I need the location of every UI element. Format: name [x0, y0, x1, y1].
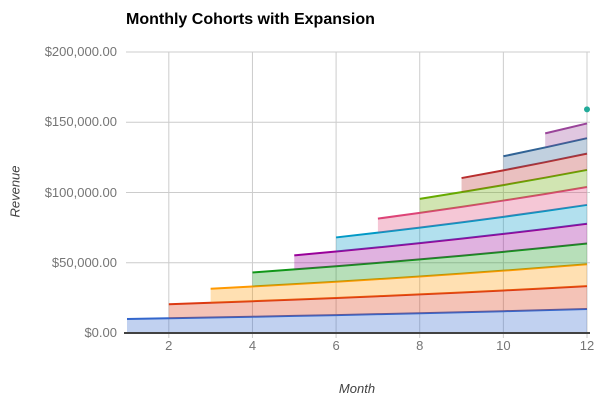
chart-title: Monthly Cohorts with Expansion [126, 11, 375, 28]
cohort-line [377, 186, 588, 220]
x-tick-label-2: 2 [165, 338, 173, 353]
y-tick-label-150000: $150,000.00 [44, 114, 117, 130]
cohort-band [461, 153, 587, 193]
cohort-band [294, 223, 587, 270]
x-axis-title: Month [338, 381, 376, 396]
x-tick-label-6: 6 [332, 338, 340, 353]
cohort-line [335, 203, 588, 239]
cohort-band [419, 169, 587, 213]
cohort-band [168, 286, 587, 319]
x-tick-label-4: 4 [248, 338, 257, 353]
cohort-line [461, 152, 588, 180]
cohort-band [503, 138, 587, 171]
cohort-band [252, 243, 588, 287]
x-tick-label-10: 10 [496, 338, 511, 353]
y-tick-label-200000: $200,000.00 [44, 44, 117, 59]
cohort-line [294, 222, 588, 257]
cohort-line [503, 137, 588, 158]
cohort-line [252, 242, 588, 274]
y-tick-label-0: $0.00 [84, 325, 117, 340]
cohort-point [584, 106, 590, 113]
cohort-line [544, 122, 588, 135]
y-tick-label-50000: $50,000.00 [51, 254, 117, 270]
cohort-line [210, 263, 588, 290]
cohort-line [168, 285, 588, 306]
cohort-line [126, 307, 588, 320]
cohort-band [127, 308, 587, 333]
cohort-band [210, 264, 588, 303]
x-tick-label-12: 12 [579, 338, 595, 353]
cohort-line [419, 168, 588, 200]
cohort-band [545, 123, 587, 148]
x-tick-label-8: 8 [416, 338, 424, 353]
cohort-band [377, 186, 587, 233]
y-tick-label-100000: $100,000.00 [44, 184, 117, 200]
cohort-band [336, 204, 587, 252]
